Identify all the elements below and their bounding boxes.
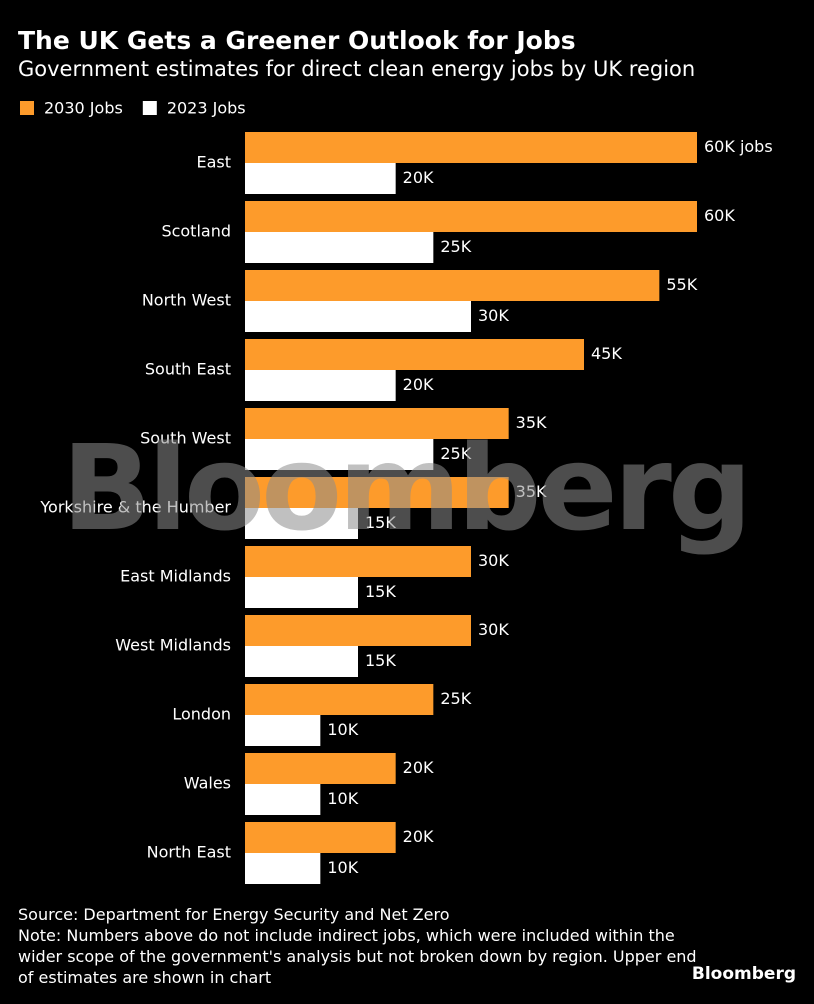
- category-label: East Midlands: [120, 567, 231, 586]
- bar: [245, 408, 509, 439]
- value-label: 55K: [666, 275, 697, 294]
- value-label: 30K: [478, 306, 509, 325]
- bar: [245, 753, 396, 784]
- note: Note: Numbers above do not include indir…: [18, 926, 697, 987]
- bar: [245, 853, 321, 884]
- bar: [245, 439, 434, 470]
- value-label: 60K: [704, 206, 735, 225]
- value-label: 45K: [591, 344, 622, 363]
- legend-swatch: [20, 101, 34, 115]
- value-label: 20K: [403, 827, 434, 846]
- value-label: 20K: [403, 758, 434, 777]
- category-label: South East: [145, 360, 231, 379]
- chart-title: The UK Gets a Greener Outlook for Jobs: [18, 26, 576, 55]
- bar: [245, 301, 471, 332]
- value-label: 20K: [403, 168, 434, 187]
- bar: [245, 822, 396, 853]
- watermark: Bloomberg: [62, 419, 749, 557]
- value-label: 10K: [327, 720, 358, 739]
- bar: [245, 270, 660, 301]
- bar: [245, 684, 434, 715]
- value-label: 60K jobs: [704, 137, 773, 156]
- category-label: Scotland: [161, 222, 231, 241]
- value-label: 35K: [516, 413, 547, 432]
- bar: [245, 477, 509, 508]
- category-label: East: [196, 153, 231, 172]
- legend-label: 2030 Jobs: [44, 99, 123, 118]
- value-label: 30K: [478, 551, 509, 570]
- bar: [245, 339, 584, 370]
- legend-label: 2023 Jobs: [167, 99, 246, 118]
- category-label: London: [172, 705, 231, 724]
- value-label: 15K: [365, 651, 396, 670]
- bar: [245, 201, 697, 232]
- value-label: 35K: [516, 482, 547, 501]
- legend-swatch: [142, 101, 157, 115]
- category-label: Wales: [184, 774, 231, 793]
- category-label: West Midlands: [115, 636, 231, 655]
- bar: [245, 546, 471, 577]
- category-label: Yorkshire & the Humber: [39, 498, 231, 517]
- bar: [245, 163, 396, 194]
- bar: [245, 615, 471, 646]
- bar: [245, 508, 358, 539]
- bar: [245, 232, 434, 263]
- value-label: 15K: [365, 582, 396, 601]
- category-label: South West: [140, 429, 231, 448]
- value-label: 15K: [365, 513, 396, 532]
- value-label: 25K: [440, 689, 471, 708]
- value-label: 10K: [327, 858, 358, 877]
- bar: [245, 370, 396, 401]
- category-label: North West: [142, 291, 231, 310]
- value-label: 25K: [440, 444, 471, 463]
- bar: [245, 646, 358, 677]
- chart-subtitle: Government estimates for direct clean en…: [18, 57, 695, 81]
- value-label: 30K: [478, 620, 509, 639]
- bar: [245, 715, 321, 746]
- bar: [245, 577, 358, 608]
- value-label: 25K: [440, 237, 471, 256]
- source: Source: Department for Energy Security a…: [18, 905, 450, 924]
- bar: [245, 132, 697, 163]
- value-label: 10K: [327, 789, 358, 808]
- category-label: North East: [147, 843, 231, 862]
- value-label: 20K: [403, 375, 434, 394]
- bar: [245, 784, 321, 815]
- chart: The UK Gets a Greener Outlook for Jobs G…: [18, 26, 773, 884]
- logo: Bloomberg: [691, 964, 796, 984]
